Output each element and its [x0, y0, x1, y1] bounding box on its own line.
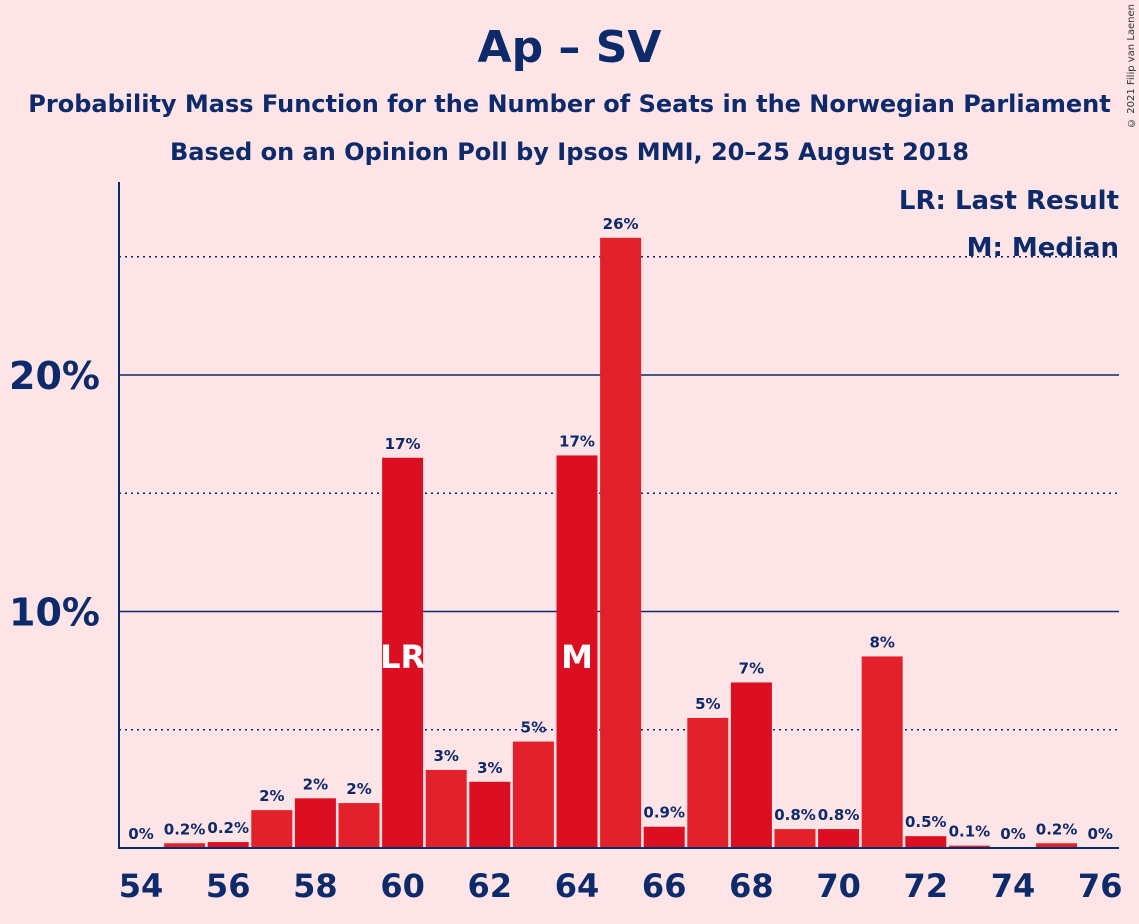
x-tick-label: 56 — [206, 867, 251, 905]
bar-value-label: 0.8% — [818, 806, 860, 824]
bar — [469, 781, 511, 848]
x-tick-label: 60 — [380, 867, 425, 905]
legend-median: M: Median — [966, 233, 1119, 263]
bar — [1036, 843, 1078, 848]
bar-value-label: 0.8% — [774, 806, 816, 824]
bar-value-label: 5% — [695, 695, 720, 713]
bar-value-label: 5% — [521, 719, 546, 737]
bar — [207, 842, 249, 848]
x-tick-label: 72 — [904, 867, 949, 905]
bar — [425, 769, 467, 848]
chart-subtitle: Probability Mass Function for the Number… — [28, 90, 1111, 118]
bar — [338, 803, 380, 848]
bar-value-label: 8% — [869, 633, 894, 651]
chart-title: Ap – SV — [477, 22, 662, 73]
bar-value-label: 17% — [385, 435, 421, 453]
legend-last-result: LR: Last Result — [898, 186, 1119, 216]
bar-value-label: 0% — [1087, 825, 1112, 843]
bar-value-label: 0% — [1000, 825, 1025, 843]
y-tick-label: 10% — [9, 591, 100, 635]
bar-value-label: 0.9% — [643, 804, 685, 822]
x-tick-label: 64 — [555, 867, 600, 905]
bar — [687, 717, 729, 848]
x-tick-label: 54 — [119, 867, 164, 905]
bar — [512, 741, 554, 848]
bar-value-label: 0.2% — [1036, 820, 1078, 838]
bar-value-label: 2% — [346, 780, 371, 798]
x-tick-label: 58 — [293, 867, 338, 905]
x-tick-label: 62 — [468, 867, 513, 905]
bar-value-label: 0.5% — [905, 813, 947, 831]
bar-value-label: 2% — [303, 775, 328, 793]
bar-value-label: 2% — [259, 787, 284, 805]
bar-value-label: 3% — [433, 747, 458, 765]
bar — [382, 457, 424, 848]
bar — [730, 682, 772, 848]
bar — [556, 455, 598, 848]
bar — [774, 829, 816, 848]
x-tick-label: 74 — [991, 867, 1036, 905]
y-tick-label: 20% — [9, 354, 100, 398]
x-tick-label: 76 — [1078, 867, 1123, 905]
bar-value-label: 3% — [477, 759, 502, 777]
bar-marker-label: M — [561, 638, 593, 676]
bar-value-label: 0% — [128, 825, 153, 843]
bar — [861, 656, 903, 848]
bar-value-label: 26% — [603, 215, 639, 233]
x-tick-label: 66 — [642, 867, 687, 905]
x-tick-label: 68 — [729, 867, 774, 905]
bar — [948, 845, 990, 848]
bar-value-label: 0.2% — [207, 819, 249, 837]
bar-value-label: 7% — [739, 659, 764, 677]
bar-value-label: 0.1% — [949, 823, 991, 841]
bar — [164, 843, 206, 848]
bar-value-label: 0.2% — [164, 820, 206, 838]
bar — [251, 810, 293, 848]
bar — [294, 798, 336, 848]
bar — [905, 836, 947, 848]
chart-subtitle-poll: Based on an Opinion Poll by Ipsos MMI, 2… — [170, 138, 969, 166]
bar — [600, 237, 642, 848]
bar — [643, 826, 685, 848]
x-tick-label: 70 — [816, 867, 861, 905]
bar — [818, 829, 860, 848]
bar-value-label: 17% — [559, 432, 595, 450]
bar-marker-label: LR — [380, 638, 425, 676]
